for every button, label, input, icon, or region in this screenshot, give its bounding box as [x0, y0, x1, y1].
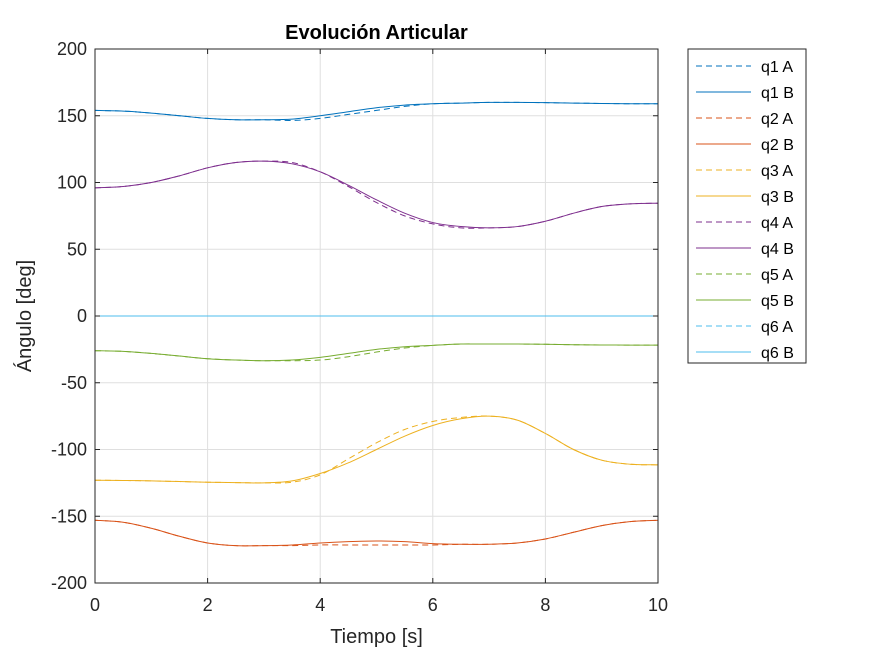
x-tick-label: 6 [428, 595, 438, 615]
legend-label: q4 B [761, 241, 794, 258]
y-axis-label: Ángulo [deg] [13, 260, 36, 372]
series-line-q1-b [94, 101, 659, 121]
legend-label: q3 B [761, 189, 794, 206]
legend-item-q1-a: q1 A [696, 59, 793, 76]
y-tick-label: -200 [51, 573, 87, 593]
legend-item-q3-a: q3 A [696, 163, 793, 180]
legend-item-q2-b: q2 B [696, 137, 794, 154]
legend-label: q4 A [761, 215, 793, 232]
legend-item-q5-a: q5 A [696, 267, 793, 284]
y-tick-label: 100 [57, 173, 87, 193]
y-tick-label: 50 [67, 239, 87, 259]
series-line-q3-b [94, 415, 659, 484]
y-tick-label: -50 [61, 373, 87, 393]
legend-item-q6-b: q6 B [696, 345, 794, 362]
y-tick-label: 200 [57, 39, 87, 59]
series-line-q4-b [94, 160, 659, 229]
tick-marks [94, 48, 659, 584]
legend-item-q6-a: q6 A [696, 319, 793, 336]
series-line-q2-b [94, 519, 659, 547]
legend: q1 A q1 B q2 A q2 B q3 A q3 B q4 A q4 B q5 A q5 B… [687, 48, 807, 364]
x-tick-label: 10 [648, 595, 668, 615]
series-layer [94, 101, 659, 547]
legend-label: q3 A [761, 163, 793, 180]
x-tick-label: 8 [540, 595, 550, 615]
legend-label: q2 B [761, 137, 794, 154]
y-tick-label: 0 [77, 306, 87, 326]
x-axis-label: Tiempo [s] [330, 626, 423, 648]
x-tick-labels: 0 2 4 6 8 10 [90, 595, 668, 615]
legend-label: q6 A [761, 319, 793, 336]
x-tick-label: 0 [90, 595, 100, 615]
legend-item-q4-b: q4 B [696, 241, 794, 258]
legend-box [687, 48, 807, 364]
y-tick-label: -150 [51, 506, 87, 526]
x-tick-label: 2 [203, 595, 213, 615]
legend-label: q5 A [761, 267, 793, 284]
legend-label: q5 B [761, 293, 794, 310]
legend-item-q1-b: q1 B [696, 85, 794, 102]
legend-label: q1 A [761, 59, 793, 76]
legend-label: q2 A [761, 111, 793, 128]
legend-item-q5-b: q5 B [696, 293, 794, 310]
series-line-q5-b [94, 343, 659, 362]
chart-title: Evolución Articular [285, 22, 468, 44]
y-tick-labels: -200 -150 -100 -50 0 50 100 150 200 [51, 39, 87, 593]
x-tick-label: 4 [315, 595, 325, 615]
legend-item-q2-a: q2 A [696, 111, 793, 128]
legend-item-q3-b: q3 B [696, 189, 794, 206]
legend-item-q4-a: q4 A [696, 215, 793, 232]
y-tick-label: 150 [57, 106, 87, 126]
legend-label: q1 B [761, 85, 794, 102]
y-tick-label: -100 [51, 440, 87, 460]
legend-label: q6 B [761, 345, 794, 362]
